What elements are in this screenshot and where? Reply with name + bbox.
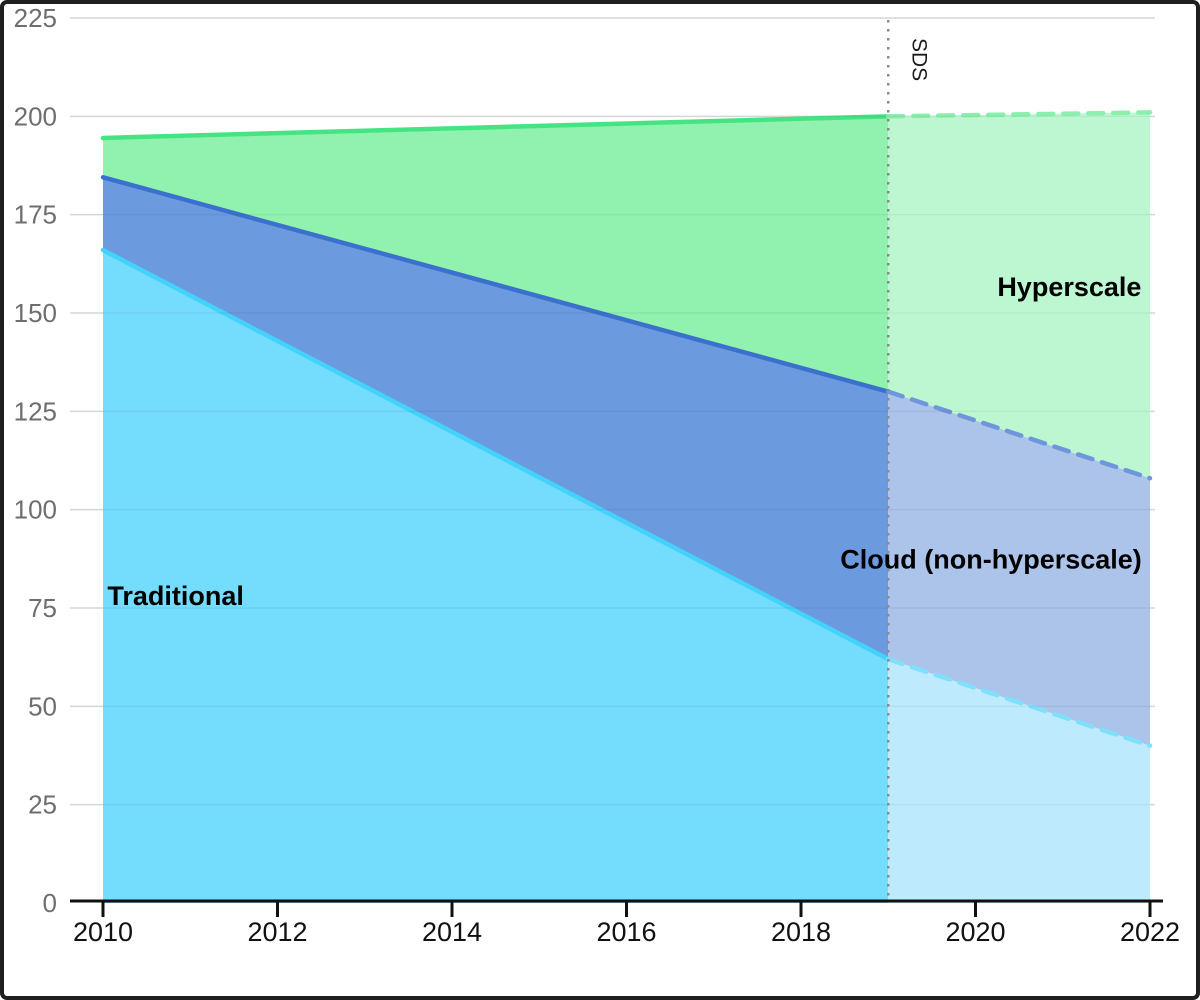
- x-tick-label: 2014: [422, 917, 482, 947]
- x-tick-label: 2012: [247, 917, 307, 947]
- y-tick-label: 0: [43, 888, 57, 918]
- forecast-divider-label: SDS: [907, 38, 930, 81]
- annotation-cloud-non-hyperscale: Cloud (non-hyperscale): [840, 545, 1142, 575]
- area-traditional-forecast: [888, 659, 1150, 903]
- y-tick-label: 125: [14, 396, 57, 426]
- annotation-hyperscale: Hyperscale: [997, 272, 1141, 302]
- area-hyperscale-forecast: [888, 112, 1150, 479]
- y-tick-label: 150: [14, 298, 57, 328]
- x-tick-label: 2018: [771, 917, 831, 947]
- area-cloud-non-hyperscale-solid: [103, 177, 889, 660]
- line-hyperscale-solid: [100, 114, 891, 141]
- line-cloud-non-hyperscale-forecast: [886, 389, 1153, 481]
- y-tick-label: 225: [14, 3, 57, 33]
- y-tick-label: 175: [14, 200, 57, 230]
- area-traditional-solid: [103, 250, 889, 904]
- y-tick-label: 100: [14, 495, 57, 525]
- line-cloud-non-hyperscale-solid: [100, 175, 891, 394]
- line-hyperscale-forecast: [886, 110, 1153, 119]
- x-tick-label: 2022: [1120, 917, 1180, 947]
- area-cloud-non-hyperscale-forecast: [888, 391, 1150, 746]
- x-tick-label: 2016: [596, 917, 656, 947]
- x-tick-label: 2020: [945, 917, 1005, 947]
- area-hyperscale-solid: [103, 116, 889, 392]
- annotation-traditional: Traditional: [107, 581, 244, 611]
- y-tick-label: 75: [28, 593, 57, 623]
- line-traditional-solid: [100, 247, 891, 662]
- y-tick-label: 50: [28, 691, 57, 721]
- line-traditional-forecast: [886, 656, 1153, 748]
- y-tick-label: 25: [28, 790, 57, 820]
- x-tick-label: 2010: [73, 917, 133, 947]
- y-tick-label: 200: [14, 101, 57, 131]
